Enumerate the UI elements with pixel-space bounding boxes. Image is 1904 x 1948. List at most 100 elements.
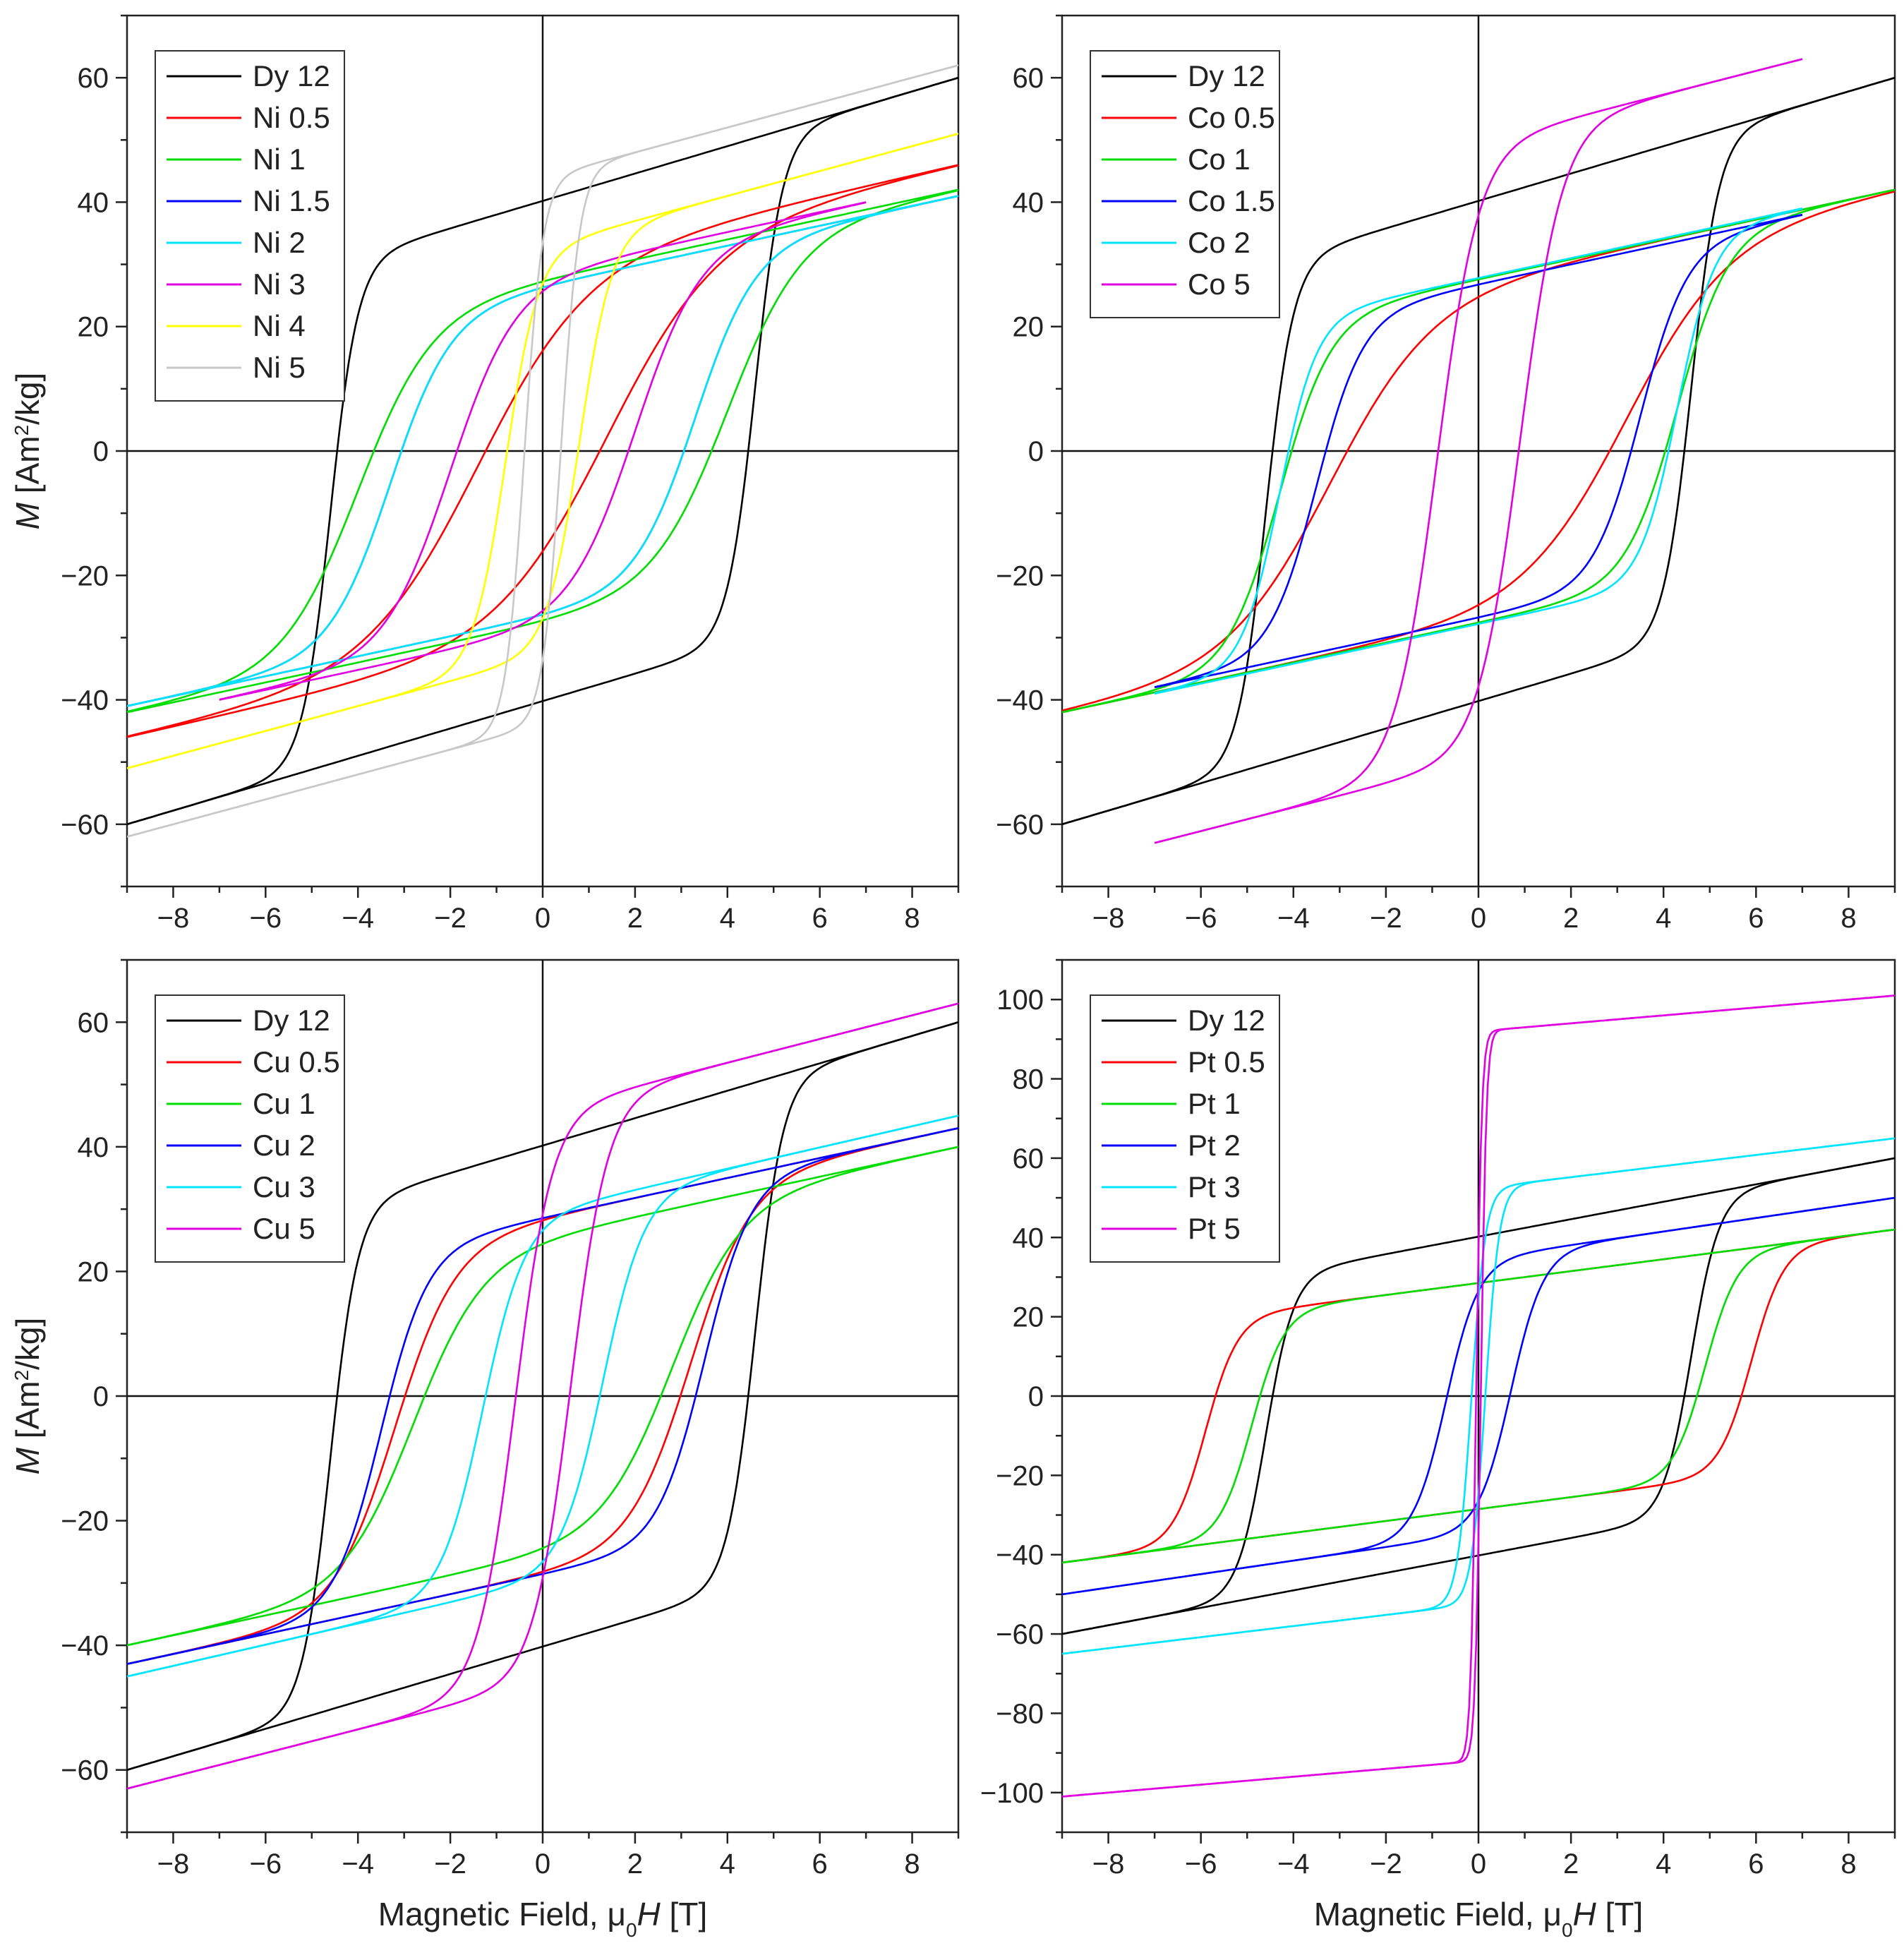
series-line-descending (127, 1021, 958, 1771)
legend-label: Ni 5 (253, 351, 306, 384)
legend-box (1090, 50, 1280, 318)
x-axis-label: Magnetic Field, μ0H [T] (1314, 1896, 1643, 1941)
x-tick-label: 6 (1748, 903, 1764, 934)
series-line-descending (1154, 207, 1803, 695)
legend-label: Dy 12 (253, 1004, 330, 1037)
legend-box (1090, 994, 1280, 1263)
y-tick-label: 20 (1013, 312, 1044, 343)
x-tick-label: 0 (535, 903, 550, 934)
legend-label: Cu 0.5 (253, 1045, 340, 1078)
y-tick-label: −80 (996, 1698, 1044, 1729)
series-line-descending (1154, 213, 1803, 688)
x-tick-label: −2 (434, 1848, 466, 1880)
y-tick-label: 40 (1013, 187, 1044, 218)
legend: Dy 12 Pt 0.5 Pt 1 Pt 2 Pt 3 Pt 5 (1090, 994, 1280, 1263)
y-tick-label: −20 (996, 1460, 1044, 1491)
x-tick-label: −4 (342, 903, 374, 934)
series-group (127, 64, 958, 838)
legend-label: Co 5 (1188, 267, 1251, 301)
series-line-descending (219, 201, 867, 701)
chart-panel-bottom-right: −8 −6 −4 −2 0 2 4 6 8−100−80−60−40−2002040608010… (980, 958, 1896, 1941)
y-tick-label: 0 (93, 436, 109, 467)
y-tick-label: 60 (1013, 63, 1044, 94)
x-tick-label: 0 (1471, 903, 1486, 934)
legend-label: Ni 0.5 (253, 101, 330, 134)
series-line-descending (127, 195, 958, 707)
series-line-descending (1062, 76, 1895, 826)
x-tick-label: 2 (627, 903, 643, 934)
x-tick-label: 4 (1656, 1848, 1671, 1880)
series-line-descending (1062, 994, 1895, 1798)
legend-label: Dy 12 (1188, 59, 1265, 92)
x-tick-label: −6 (250, 1848, 282, 1880)
y-tick-label: 60 (78, 63, 109, 94)
legend-label: Pt 1 (1188, 1087, 1241, 1120)
x-tick-label: −4 (342, 1848, 374, 1880)
y-tick-label: −40 (996, 1540, 1044, 1571)
series-line-descending (127, 76, 958, 826)
x-tick-label: 2 (1563, 1848, 1579, 1880)
series-line-ascending (127, 1021, 958, 1771)
y-tick-label: −40 (61, 685, 109, 716)
series-line-ascending (1062, 76, 1895, 826)
y-tick-label: −40 (996, 685, 1044, 716)
x-tick-label: −8 (1092, 903, 1125, 934)
legend-label: Ni 2 (253, 226, 306, 259)
x-tick-label: −6 (1185, 903, 1217, 934)
x-tick-label: 8 (1840, 1848, 1856, 1880)
series-group (127, 1002, 958, 1790)
x-tick-label: 4 (720, 903, 735, 934)
legend-label: Pt 2 (1188, 1129, 1241, 1162)
x-tick-label: 2 (1563, 903, 1579, 934)
legend-box (155, 994, 345, 1263)
legend-label: Ni 1.5 (253, 184, 330, 217)
y-tick-label: 0 (93, 1381, 109, 1412)
legend-label: Pt 5 (1188, 1212, 1241, 1245)
legend-label: Ni 1 (253, 143, 306, 176)
x-tick-label: −8 (157, 1848, 190, 1880)
y-tick-label: 0 (1028, 1381, 1044, 1412)
legend: Dy 12 Ni 0.5 Ni 1 Ni 1.5 Ni 2 Ni 3 Ni 4 Ni 5 (155, 50, 345, 402)
series-line-descending (127, 1002, 958, 1790)
y-tick-label: 20 (1013, 1302, 1044, 1333)
legend: Dy 12 Co 0.5 Co 1 Co 1.5 Co 2 Co 5 (1090, 50, 1280, 318)
series-group (1062, 994, 1895, 1798)
series-line-ascending (1154, 214, 1803, 689)
x-tick-label: 8 (904, 1848, 920, 1880)
legend-label: Ni 3 (253, 267, 306, 301)
y-axis-label: M [Am2/kg] (9, 373, 46, 530)
x-tick-label: 6 (812, 1848, 828, 1880)
legend-label: Co 1.5 (1188, 184, 1275, 217)
x-tick-label: −6 (1185, 1848, 1217, 1880)
legend-label: Co 1 (1188, 143, 1251, 176)
series-line-descending (1062, 188, 1895, 714)
series-line-ascending (1062, 188, 1895, 714)
legend: Dy 12 Cu 0.5 Cu 1 Cu 2 Cu 3 Cu 5 (155, 994, 345, 1263)
series-line-descending (127, 164, 958, 738)
y-tick-label: 20 (78, 1256, 109, 1287)
y-tick-label: 60 (78, 1007, 109, 1038)
x-tick-label: −2 (434, 903, 466, 934)
x-tick-label: 4 (1656, 903, 1671, 934)
y-tick-label: −60 (996, 1619, 1044, 1650)
legend-label: Cu 1 (253, 1087, 315, 1120)
y-tick-label: 80 (1013, 1064, 1044, 1095)
y-tick-label: 40 (78, 187, 109, 218)
series-line-ascending (219, 201, 867, 701)
series-line-descending (127, 133, 958, 769)
y-tick-label: 20 (78, 312, 109, 343)
x-tick-label: 4 (720, 1848, 735, 1880)
series-line-descending (127, 64, 958, 838)
x-tick-label: 0 (1471, 1848, 1486, 1880)
y-tick-label: −60 (61, 1755, 109, 1786)
series-line-descending (127, 1146, 958, 1647)
x-tick-label: 6 (1748, 1848, 1764, 1880)
x-tick-label: −4 (1277, 1848, 1310, 1880)
x-tick-label: 8 (1840, 903, 1856, 934)
x-tick-label: −2 (1370, 1848, 1402, 1880)
y-tick-label: −20 (61, 560, 109, 591)
